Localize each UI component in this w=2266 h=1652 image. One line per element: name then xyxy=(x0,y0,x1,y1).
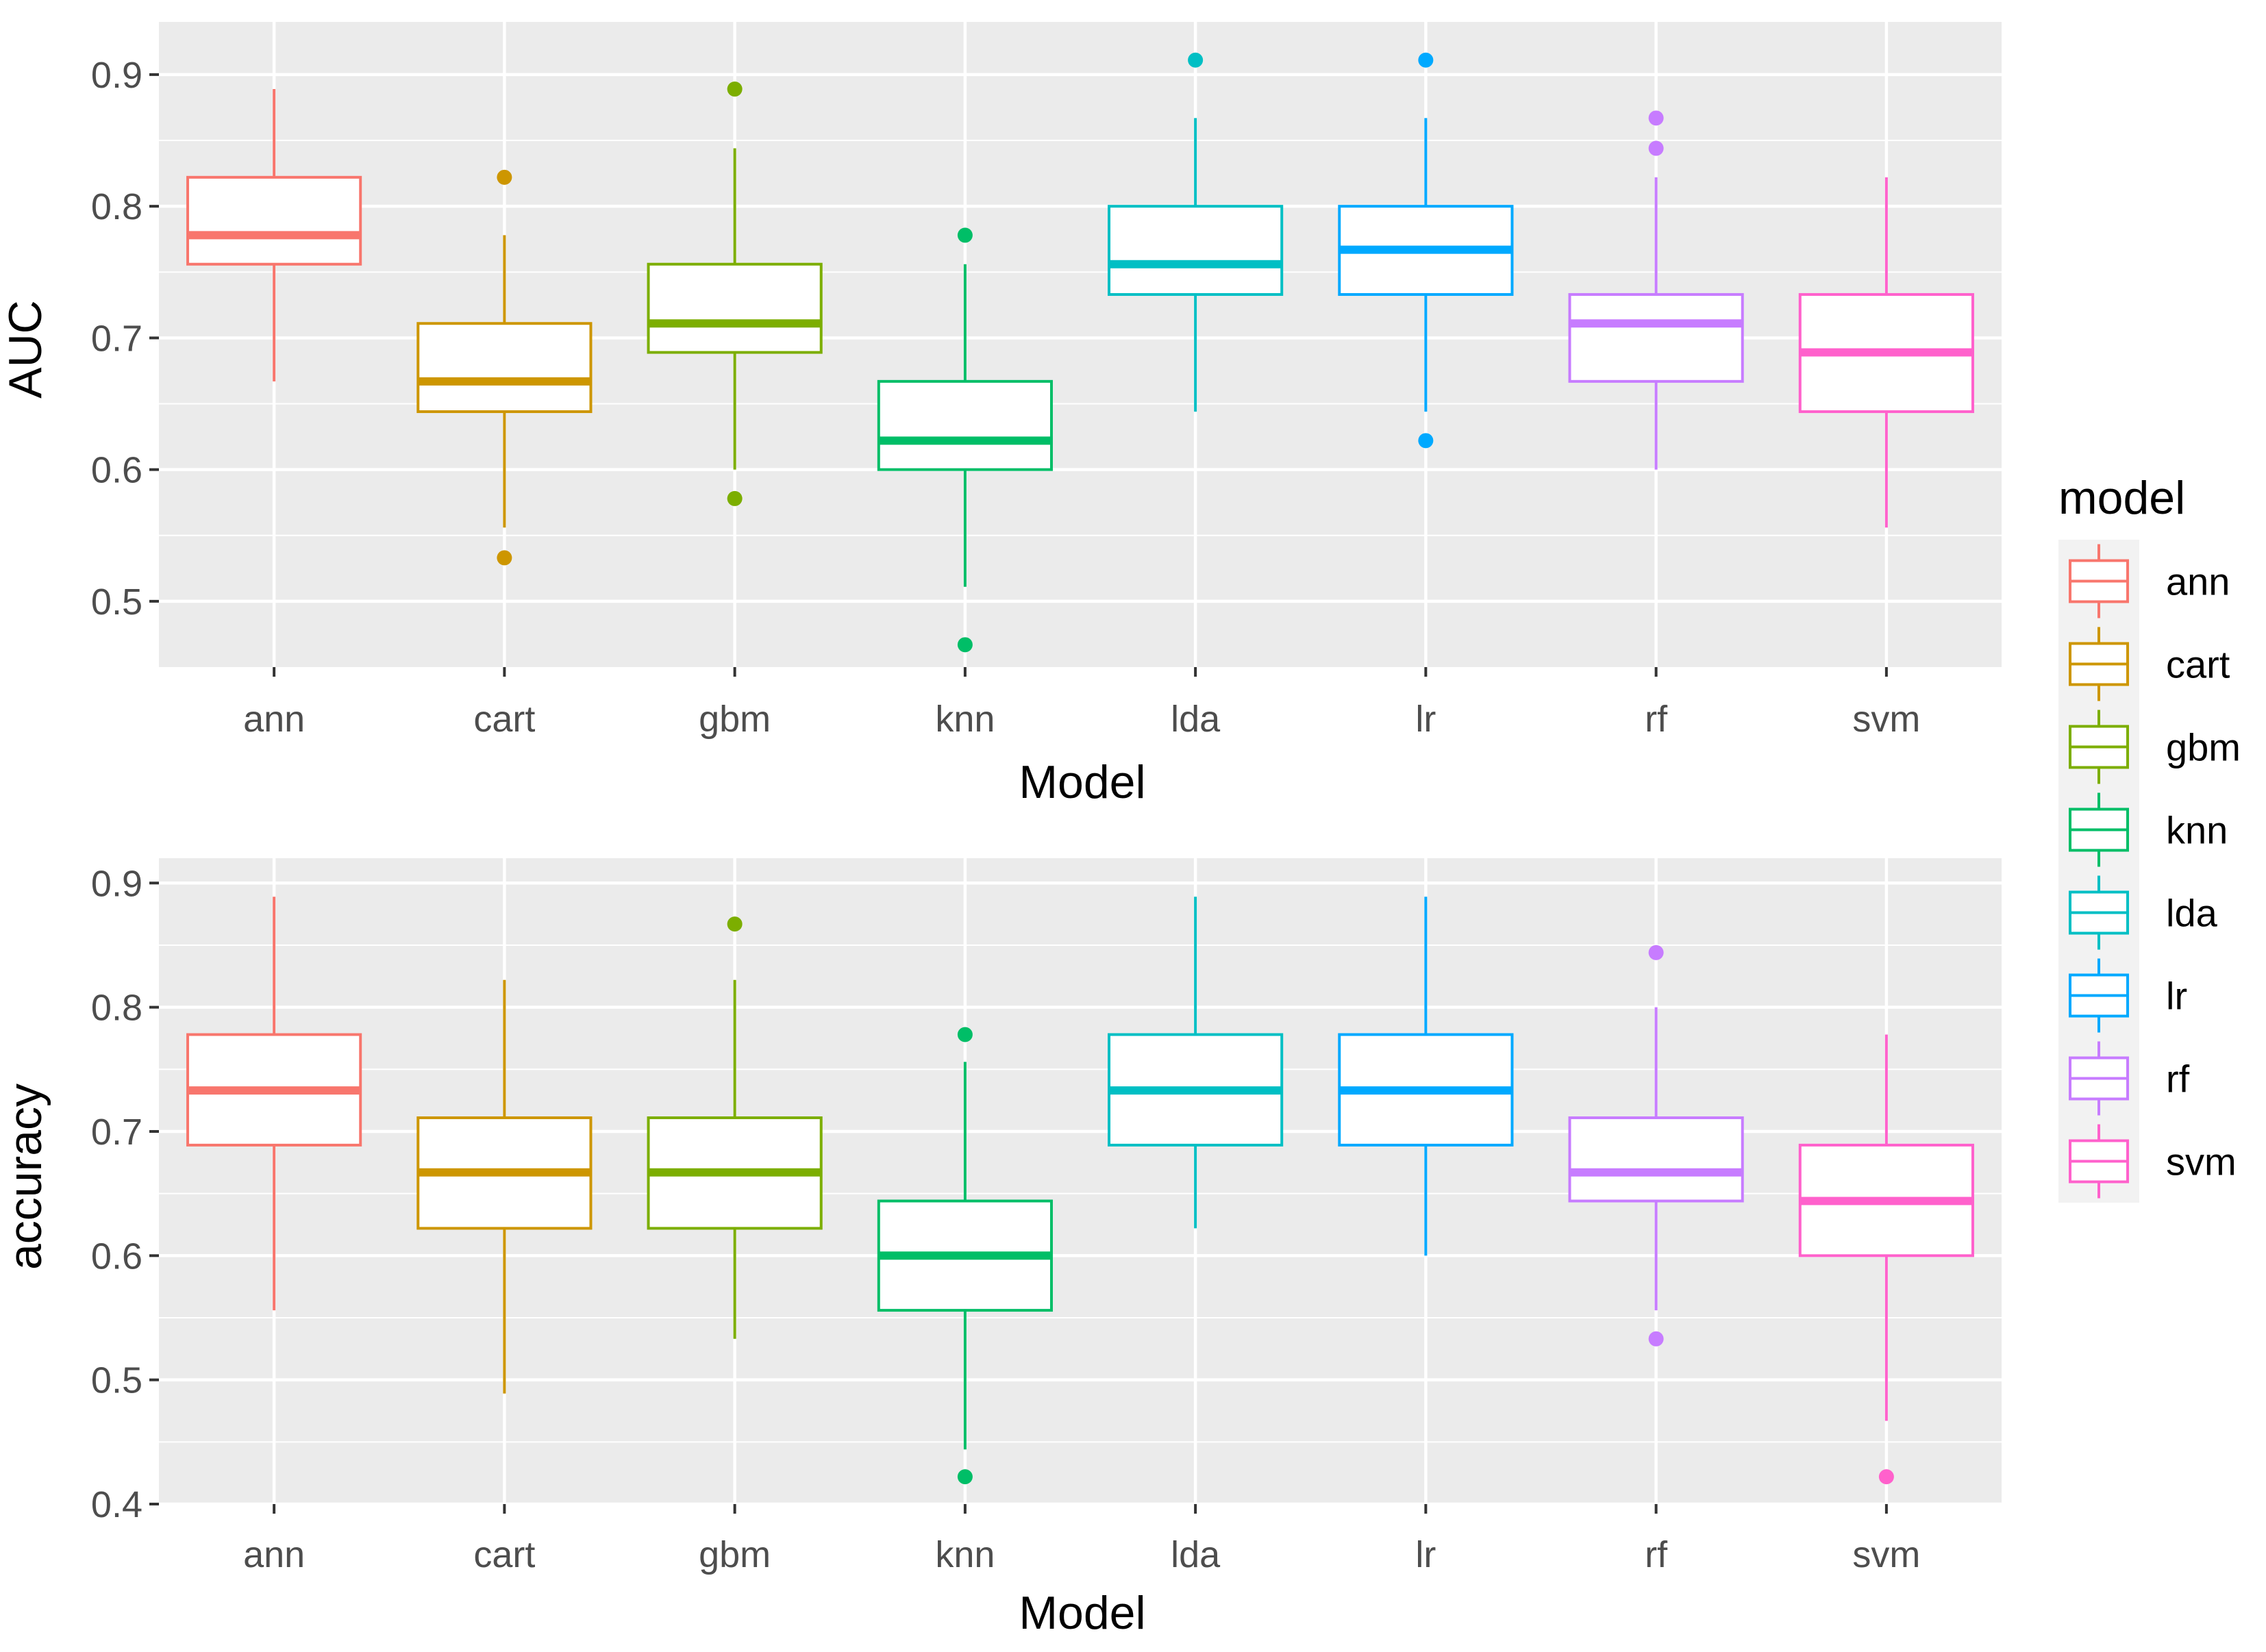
outlier-point xyxy=(957,1027,973,1042)
outlier-point xyxy=(1418,52,1434,68)
outlier-point xyxy=(957,637,973,653)
legend-item-gbm: gbm xyxy=(2069,710,2241,784)
panel-0-x-tick-label: svm xyxy=(1852,699,1920,740)
panel-1-y-tick-label: 0.9 xyxy=(91,863,142,904)
panel-1-box-lr xyxy=(1338,897,1514,1256)
outlier-point xyxy=(1418,433,1434,449)
panel-0-y-tick-label: 0.9 xyxy=(91,55,142,96)
panel-0-y-tick-label: 0.6 xyxy=(91,450,142,491)
legend-item-lda: lda xyxy=(2069,875,2218,950)
box-iqr xyxy=(186,175,362,266)
panel-1-x-tick-label: rf xyxy=(1645,1534,1668,1575)
panel-1-box-knn xyxy=(877,1027,1053,1485)
panel-0-box-gbm xyxy=(647,82,823,506)
box-iqr xyxy=(1568,292,1744,383)
panel-1-box-lda xyxy=(1108,897,1284,1229)
panel-1-y-tick-label: 0.5 xyxy=(91,1360,142,1401)
legend-label: svm xyxy=(2166,1140,2237,1184)
panel-1-x-tick-label: lr xyxy=(1415,1534,1436,1575)
panel-0-box-ann xyxy=(186,89,362,381)
legend-title: model xyxy=(2058,472,2185,524)
outlier-point xyxy=(1878,1469,1894,1485)
outlier-point xyxy=(957,227,973,243)
outlier-point xyxy=(957,1469,973,1485)
box-iqr xyxy=(416,322,593,414)
legend-label: lr xyxy=(2166,975,2187,1018)
legend-label: rf xyxy=(2166,1057,2190,1101)
outlier-point xyxy=(497,550,512,566)
legend-item-svm: svm xyxy=(2069,1124,2237,1199)
box-iqr xyxy=(1108,205,1284,296)
accuracy-y-axis-title: accuracy xyxy=(0,1084,51,1270)
auc-x-axis-title: Model xyxy=(1019,756,1145,808)
panel-0-x-tick-label: gbm xyxy=(699,699,771,740)
legend-label: knn xyxy=(2166,809,2228,852)
outlier-point xyxy=(497,169,512,185)
panel-1-box-svm xyxy=(1798,1034,1974,1485)
accuracy-boxplot-panel: 0.4 0.5 0.6 0.7 0.8 0.9 ann cart gbm knn lda lr rf sv… xyxy=(0,858,2002,1639)
panel-0-x-tick-label: lr xyxy=(1415,699,1436,740)
panel-0-box-knn xyxy=(877,227,1053,653)
panel-1-box-gbm xyxy=(647,916,823,1339)
panel-0-y-tick-label: 0.7 xyxy=(91,318,142,359)
panel-1-box-cart xyxy=(416,979,593,1394)
panel-0-box-lr xyxy=(1338,52,1514,449)
legend-label: gbm xyxy=(2166,726,2241,769)
box-iqr xyxy=(647,262,823,354)
panel-0-box-svm xyxy=(1798,177,1974,528)
panel-0-box-lda xyxy=(1108,52,1284,412)
outlier-point xyxy=(1648,1331,1664,1347)
legend-item-ann: ann xyxy=(2069,544,2230,618)
panel-1-x-tick-label: knn xyxy=(935,1534,995,1575)
legend-label: ann xyxy=(2166,560,2230,603)
panel-0-y-tick-label: 0.5 xyxy=(91,581,142,623)
outlier-point xyxy=(727,490,743,506)
panel-0-x-tick-label: ann xyxy=(243,699,305,740)
legend-item-cart: cart xyxy=(2069,627,2230,701)
panel-1-box-ann xyxy=(186,897,362,1311)
panel-1-y-tick-label: 0.6 xyxy=(91,1236,142,1277)
outlier-point xyxy=(1648,110,1664,126)
panel-1-x-tick-label: gbm xyxy=(699,1534,771,1575)
panel-0-x-tick-label: cart xyxy=(473,699,535,740)
legend-item-rf: rf xyxy=(2069,1041,2190,1116)
panel-1-box-rf xyxy=(1568,944,1744,1347)
auc-y-axis-title: AUC xyxy=(0,300,51,399)
auc-boxplot-panel: 0.5 0.6 0.7 0.8 0.9 ann cart gbm knn lda lr rf svm AU… xyxy=(0,22,2002,808)
legend-item-lr: lr xyxy=(2069,958,2187,1033)
box-iqr xyxy=(1568,1116,1744,1203)
panel-0-x-tick-label: knn xyxy=(935,699,995,740)
box-iqr xyxy=(877,379,1053,471)
outlier-point xyxy=(1188,52,1204,68)
panel-0-box-rf xyxy=(1568,110,1744,470)
panel-0-box-cart xyxy=(416,169,593,566)
legend-label: cart xyxy=(2166,643,2230,686)
panel-1-y-tick-label: 0.4 xyxy=(91,1484,142,1525)
panel-1-x-tick-label: cart xyxy=(473,1534,535,1575)
panel-1-y-tick-label: 0.7 xyxy=(91,1112,142,1153)
accuracy-x-axis-title: Model xyxy=(1019,1587,1145,1639)
outlier-point xyxy=(1648,944,1664,960)
legend-item-knn: knn xyxy=(2069,792,2228,867)
panel-1-x-tick-label: lda xyxy=(1171,1534,1221,1575)
legend-label: lda xyxy=(2166,892,2218,935)
panel-0-x-tick-label: lda xyxy=(1171,699,1221,740)
outlier-point xyxy=(727,916,743,932)
panel-1-x-tick-label: svm xyxy=(1852,1534,1920,1575)
panel-0-x-tick-label: rf xyxy=(1645,699,1668,740)
outlier-point xyxy=(727,82,743,97)
panel-1-x-tick-label: ann xyxy=(243,1534,305,1575)
panel-0-y-tick-label: 0.8 xyxy=(91,186,142,227)
panel-1-y-tick-label: 0.8 xyxy=(91,988,142,1029)
outlier-point xyxy=(1648,140,1664,156)
legend: model ann cart gbm knn lda lr rf svm xyxy=(2058,472,2241,1203)
